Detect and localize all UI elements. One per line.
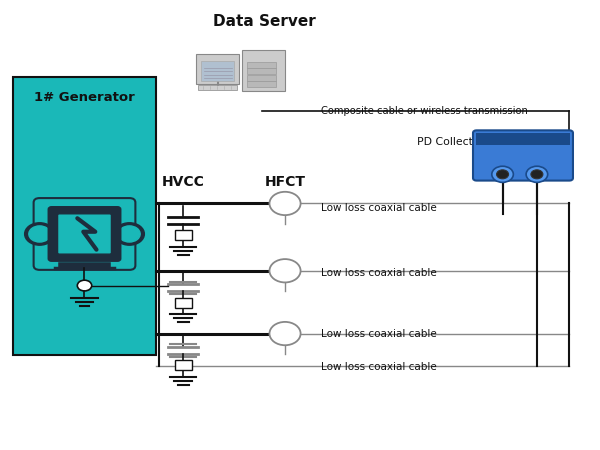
Text: HFCT: HFCT (265, 176, 305, 189)
Text: Low loss coaxial cable: Low loss coaxial cable (321, 268, 437, 278)
Circle shape (269, 322, 301, 345)
Bar (175, 360, 191, 370)
FancyBboxPatch shape (196, 54, 239, 85)
FancyBboxPatch shape (58, 214, 112, 254)
Text: Composite cable or wireless transmission: Composite cable or wireless transmission (321, 106, 528, 116)
Text: PD Collector: PD Collector (417, 137, 484, 147)
Text: Low loss coaxial cable: Low loss coaxial cable (321, 362, 437, 372)
FancyBboxPatch shape (247, 75, 276, 81)
Bar (13, 77, 157, 355)
Bar (175, 230, 191, 240)
FancyBboxPatch shape (49, 207, 121, 261)
Circle shape (492, 166, 514, 182)
Circle shape (269, 259, 301, 283)
FancyBboxPatch shape (202, 61, 234, 81)
FancyBboxPatch shape (476, 133, 570, 145)
FancyBboxPatch shape (198, 85, 238, 90)
Circle shape (497, 170, 509, 179)
Circle shape (25, 223, 55, 245)
FancyBboxPatch shape (242, 50, 286, 91)
Text: 1# Generator: 1# Generator (34, 90, 135, 104)
FancyBboxPatch shape (473, 130, 573, 180)
Text: Low loss coaxial cable: Low loss coaxial cable (321, 203, 437, 213)
Circle shape (531, 170, 543, 179)
Circle shape (29, 226, 50, 242)
Text: Low loss coaxial cable: Low loss coaxial cable (321, 328, 437, 338)
Circle shape (119, 226, 140, 242)
Circle shape (526, 166, 548, 182)
Bar (175, 298, 191, 307)
FancyBboxPatch shape (247, 81, 276, 87)
Circle shape (269, 192, 301, 215)
FancyBboxPatch shape (34, 198, 136, 270)
Circle shape (115, 223, 145, 245)
Text: HVCC: HVCC (162, 176, 205, 189)
Circle shape (77, 280, 92, 291)
FancyBboxPatch shape (247, 68, 276, 74)
FancyBboxPatch shape (247, 62, 276, 68)
Text: Data Server: Data Server (213, 14, 316, 29)
